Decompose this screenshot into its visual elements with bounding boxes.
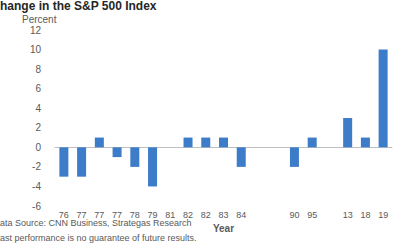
svg-text:19: 19 (378, 210, 388, 220)
svg-text:79: 79 (148, 210, 158, 220)
svg-text:6: 6 (35, 83, 41, 94)
svg-text:0: 0 (35, 142, 41, 153)
svg-text:18: 18 (360, 210, 370, 220)
svg-text:90: 90 (289, 210, 299, 220)
svg-text:77: 77 (77, 210, 87, 220)
svg-text:Percent: Percent (22, 14, 57, 25)
svg-text:ast performance is no guarante: ast performance is no guarantee of futur… (0, 233, 197, 243)
svg-text:81: 81 (165, 210, 175, 220)
svg-text:-6: -6 (32, 201, 41, 212)
svg-text:77: 77 (112, 210, 122, 220)
svg-text:-2: -2 (32, 161, 41, 172)
svg-text:ata Source: CNN Business, Stra: ata Source: CNN Business, Strategas Rese… (0, 217, 192, 228)
svg-text:-4: -4 (32, 181, 41, 192)
svg-text:77: 77 (94, 210, 104, 220)
svg-text:95: 95 (307, 210, 317, 220)
svg-text:2: 2 (35, 122, 41, 133)
svg-text:hange in the S&P 500 Index: hange in the S&P 500 Index (0, 0, 157, 13)
svg-text:Year: Year (213, 223, 234, 234)
svg-text:8: 8 (35, 64, 41, 75)
svg-text:76: 76 (59, 210, 69, 220)
svg-text:78: 78 (130, 210, 140, 220)
svg-text:82: 82 (183, 210, 193, 220)
svg-text:4: 4 (35, 103, 41, 114)
svg-text:83: 83 (218, 210, 228, 220)
svg-text:82: 82 (201, 210, 211, 220)
svg-text:12: 12 (30, 25, 42, 36)
svg-text:13: 13 (343, 210, 353, 220)
svg-text:10: 10 (30, 44, 42, 55)
svg-text:84: 84 (236, 210, 246, 220)
